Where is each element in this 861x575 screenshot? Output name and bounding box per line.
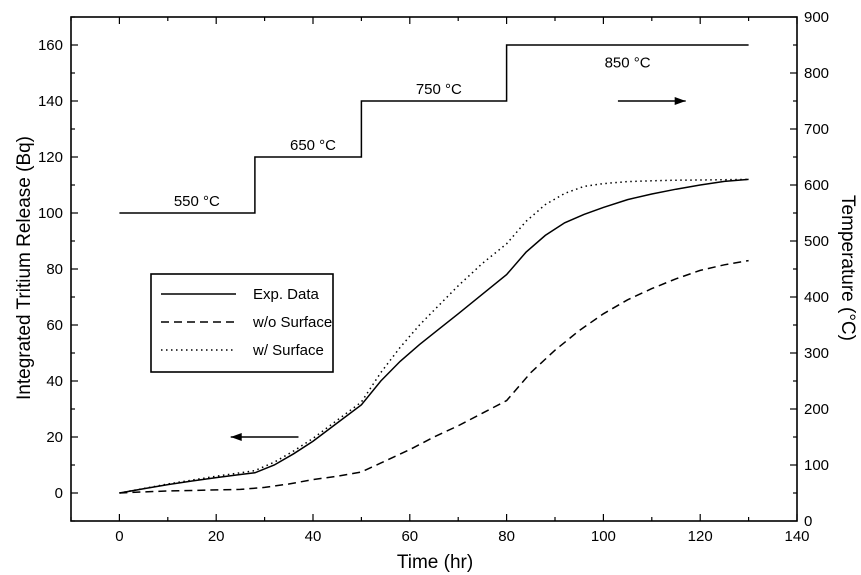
- y2-tick-label: 0: [804, 513, 812, 530]
- temperature-label: 550 °C: [174, 193, 220, 210]
- series-layer: [119, 44, 749, 494]
- legend-label-wo-surface: w/o Surface: [252, 314, 332, 331]
- temperature-label: 850 °C: [605, 54, 651, 71]
- x-axis-title: Time (hr): [397, 552, 473, 573]
- annotations-layer: 550 °C 650 °C 750 °C 850 °C: [174, 54, 686, 441]
- x-tick-label: 40: [305, 528, 322, 545]
- y2-tick-label: 100: [804, 457, 829, 474]
- axis-arrow-head: [230, 433, 242, 441]
- y2-tick-label: 700: [804, 121, 829, 138]
- legend-label-exp: Exp. Data: [253, 286, 320, 303]
- y2-tick-label: 600: [804, 177, 829, 194]
- series-line-w-surface: [119, 178, 749, 494]
- series-line-exp-data: [119, 178, 749, 494]
- y-tick-label: 100: [38, 205, 63, 222]
- ticks: 0 20 40 60 80 100 120 1400204060801001201401600…: [38, 9, 829, 545]
- series-line-temperature: [119, 44, 749, 214]
- x-tick-label: 60: [401, 528, 418, 545]
- x-tick-label: 20: [208, 528, 225, 545]
- y-tick-label: 120: [38, 149, 63, 166]
- y2-tick-label: 500: [804, 233, 829, 250]
- y-tick-label: 80: [46, 261, 63, 278]
- x-tick-label: 0: [115, 528, 123, 545]
- temperature-label: 750 °C: [416, 81, 462, 98]
- x-tick-label: 120: [688, 528, 713, 545]
- y-tick-label: 160: [38, 37, 63, 54]
- x-tick-label: 80: [498, 528, 515, 545]
- x-tick-label: 140: [784, 528, 809, 545]
- y2-tick-label: 300: [804, 345, 829, 362]
- legend-box: [150, 273, 334, 373]
- y2-tick-label: 800: [804, 65, 829, 82]
- y2-tick-label: 900: [804, 9, 829, 26]
- y-tick-label: 140: [38, 93, 63, 110]
- y2-tick-label: 200: [804, 401, 829, 418]
- axis-arrow-head: [674, 97, 686, 105]
- y-tick-label: 0: [55, 485, 63, 502]
- y-tick-label: 40: [46, 373, 63, 390]
- y2-tick-label: 400: [804, 289, 829, 306]
- temperature-label: 650 °C: [290, 137, 336, 154]
- y-tick-label: 20: [46, 429, 63, 446]
- legend-label-w-surface: w/ Surface: [252, 342, 324, 359]
- y-axis-title: Integrated Tritium Release (Bq): [14, 136, 35, 400]
- y2-axis-title: Temperature (°C): [837, 195, 858, 341]
- series-line-w-o-surface: [119, 259, 749, 494]
- legend: Exp. Data w/o Surface w/ Surface: [150, 273, 334, 373]
- y-tick-label: 60: [46, 317, 63, 334]
- x-tick-label: 100: [591, 528, 616, 545]
